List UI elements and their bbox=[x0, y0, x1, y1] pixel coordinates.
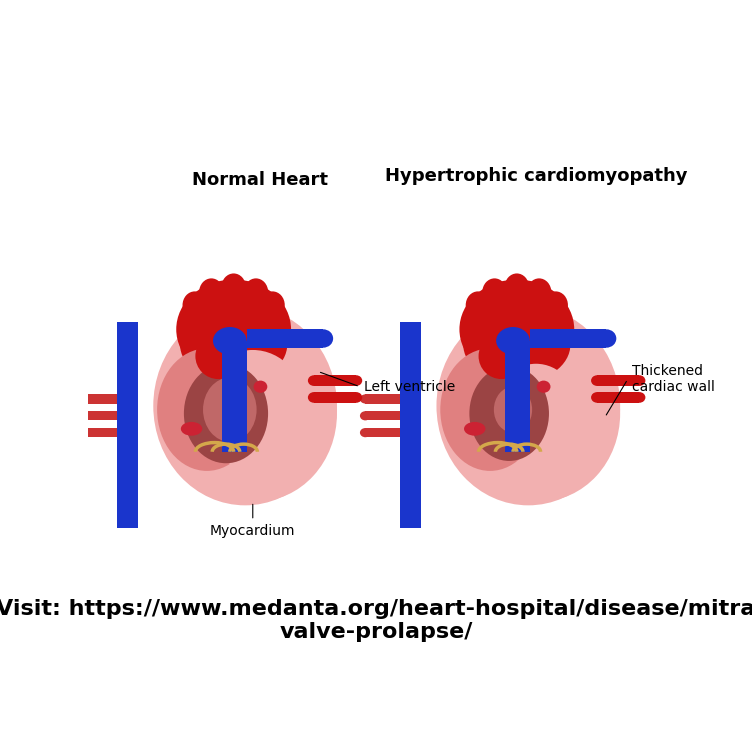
Text: Hypertrophic cardiomyopathy: Hypertrophic cardiomyopathy bbox=[385, 167, 687, 185]
Ellipse shape bbox=[244, 278, 268, 306]
Bar bbox=[222, 341, 247, 452]
Ellipse shape bbox=[469, 366, 549, 461]
Bar bbox=[505, 341, 530, 452]
Ellipse shape bbox=[176, 280, 291, 379]
Ellipse shape bbox=[505, 274, 529, 301]
Text: valve-prolapse/: valve-prolapse/ bbox=[279, 622, 473, 641]
Ellipse shape bbox=[203, 378, 256, 442]
Text: Thickened
cardiac wall: Thickened cardiac wall bbox=[632, 364, 714, 394]
Bar bbox=[597, 375, 639, 386]
Ellipse shape bbox=[77, 411, 87, 420]
Ellipse shape bbox=[77, 394, 87, 404]
Ellipse shape bbox=[494, 364, 578, 456]
Ellipse shape bbox=[459, 280, 575, 379]
Ellipse shape bbox=[596, 329, 617, 347]
Ellipse shape bbox=[157, 348, 256, 471]
Ellipse shape bbox=[184, 302, 284, 371]
Ellipse shape bbox=[180, 306, 287, 383]
Ellipse shape bbox=[360, 428, 371, 437]
Bar bbox=[314, 375, 356, 386]
Bar bbox=[365, 428, 400, 437]
Ellipse shape bbox=[199, 350, 306, 469]
Ellipse shape bbox=[464, 422, 486, 435]
Bar bbox=[365, 411, 400, 420]
Bar bbox=[82, 411, 117, 420]
Ellipse shape bbox=[314, 329, 333, 347]
Text: Visit: https://www.medanta.org/heart-hospital/disease/mitra: Visit: https://www.medanta.org/heart-hos… bbox=[0, 599, 752, 619]
Ellipse shape bbox=[527, 278, 551, 306]
Bar bbox=[117, 322, 138, 529]
Ellipse shape bbox=[591, 375, 603, 386]
Ellipse shape bbox=[213, 327, 247, 355]
Ellipse shape bbox=[184, 364, 268, 463]
Ellipse shape bbox=[482, 278, 507, 306]
Ellipse shape bbox=[260, 291, 285, 319]
Bar bbox=[530, 329, 606, 348]
Ellipse shape bbox=[308, 375, 320, 386]
Bar bbox=[314, 392, 356, 403]
Bar bbox=[82, 394, 117, 404]
Ellipse shape bbox=[176, 326, 337, 502]
Bar bbox=[82, 428, 117, 437]
Ellipse shape bbox=[436, 306, 620, 505]
Ellipse shape bbox=[350, 392, 362, 403]
Ellipse shape bbox=[591, 392, 603, 403]
Ellipse shape bbox=[633, 392, 645, 403]
Ellipse shape bbox=[199, 278, 223, 306]
Ellipse shape bbox=[360, 394, 371, 404]
Text: Myocardium: Myocardium bbox=[210, 524, 296, 538]
Ellipse shape bbox=[494, 387, 532, 432]
Ellipse shape bbox=[537, 381, 550, 393]
Ellipse shape bbox=[180, 422, 202, 435]
Ellipse shape bbox=[459, 326, 620, 502]
Ellipse shape bbox=[196, 333, 241, 379]
Ellipse shape bbox=[253, 381, 267, 393]
Bar bbox=[597, 392, 639, 403]
Ellipse shape bbox=[633, 375, 645, 386]
Ellipse shape bbox=[153, 306, 337, 505]
Text: Normal Heart: Normal Heart bbox=[193, 171, 329, 189]
Ellipse shape bbox=[463, 306, 571, 383]
Ellipse shape bbox=[496, 327, 530, 355]
Ellipse shape bbox=[77, 428, 87, 437]
Bar bbox=[365, 394, 400, 404]
Ellipse shape bbox=[308, 392, 320, 403]
Ellipse shape bbox=[360, 411, 371, 420]
Ellipse shape bbox=[183, 291, 207, 319]
Ellipse shape bbox=[465, 291, 490, 319]
Bar bbox=[247, 329, 323, 348]
Bar bbox=[400, 322, 421, 529]
Text: Left ventricle: Left ventricle bbox=[364, 380, 455, 394]
Ellipse shape bbox=[350, 375, 362, 386]
Ellipse shape bbox=[544, 291, 568, 319]
Ellipse shape bbox=[221, 274, 246, 301]
Ellipse shape bbox=[440, 348, 540, 471]
Ellipse shape bbox=[478, 333, 524, 379]
Ellipse shape bbox=[467, 302, 566, 371]
